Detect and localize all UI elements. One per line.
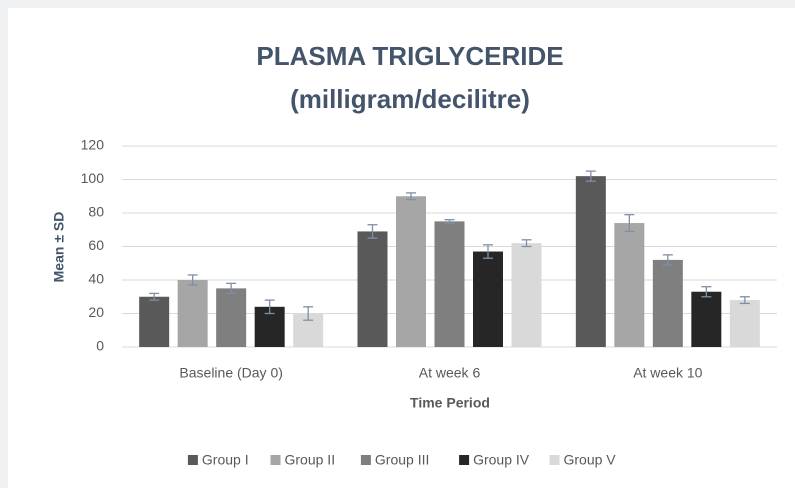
legend-swatch bbox=[360, 455, 371, 465]
bar bbox=[434, 221, 465, 347]
y-tick-label: 120 bbox=[81, 137, 105, 153]
error-bar bbox=[739, 296, 750, 305]
legend-swatch bbox=[459, 455, 470, 465]
y-tick-label: 20 bbox=[88, 304, 104, 320]
legend-label: Group I bbox=[202, 452, 249, 468]
y-tick-label: 0 bbox=[96, 338, 104, 354]
legend-swatch bbox=[549, 455, 560, 465]
y-tick-label: 80 bbox=[88, 204, 104, 220]
error-bar bbox=[585, 170, 596, 182]
legend-label: Group II bbox=[285, 452, 336, 468]
y-tick-label: 60 bbox=[88, 237, 104, 253]
bar bbox=[575, 176, 606, 347]
bar bbox=[473, 251, 503, 347]
error-bar bbox=[149, 292, 160, 301]
chart-subtitle: (milligram/decilitre) bbox=[290, 84, 530, 114]
x-tick-label: Baseline (Day 0) bbox=[179, 365, 283, 381]
error-bar bbox=[187, 274, 198, 286]
y-tick-label: 40 bbox=[88, 271, 104, 287]
bar bbox=[652, 259, 683, 347]
legend-label: Group V bbox=[564, 452, 617, 468]
bar bbox=[511, 243, 542, 347]
bar bbox=[614, 223, 645, 347]
y-tick-label: 100 bbox=[81, 170, 105, 186]
error-bar bbox=[367, 224, 378, 239]
x-axis-label: Time Period bbox=[410, 395, 490, 411]
error-bar bbox=[226, 282, 237, 295]
legend-swatch bbox=[270, 455, 281, 465]
y-axis-label: Mean ± SD bbox=[51, 212, 67, 283]
bar bbox=[729, 300, 760, 347]
error-bar bbox=[264, 299, 275, 315]
bar bbox=[139, 296, 170, 347]
legend-swatch bbox=[187, 455, 198, 465]
error-bar bbox=[406, 192, 416, 201]
legend-label: Group III bbox=[375, 452, 429, 468]
chart-title: PLASMA TRIGLYCERIDE bbox=[256, 41, 563, 71]
bar bbox=[177, 280, 208, 347]
error-bar bbox=[303, 306, 314, 321]
error-bar bbox=[624, 214, 635, 233]
legend-label: Group IV bbox=[473, 452, 530, 468]
error-bar bbox=[662, 254, 673, 266]
bar bbox=[691, 291, 722, 347]
bar bbox=[396, 196, 426, 347]
x-tick-label: At week 6 bbox=[419, 365, 481, 381]
x-tick-label: At week 10 bbox=[633, 365, 702, 381]
error-bar bbox=[483, 244, 493, 259]
bar bbox=[216, 288, 247, 347]
error-bar bbox=[701, 286, 712, 298]
error-bar bbox=[444, 219, 455, 224]
bar bbox=[357, 231, 388, 347]
error-bar bbox=[521, 239, 532, 248]
